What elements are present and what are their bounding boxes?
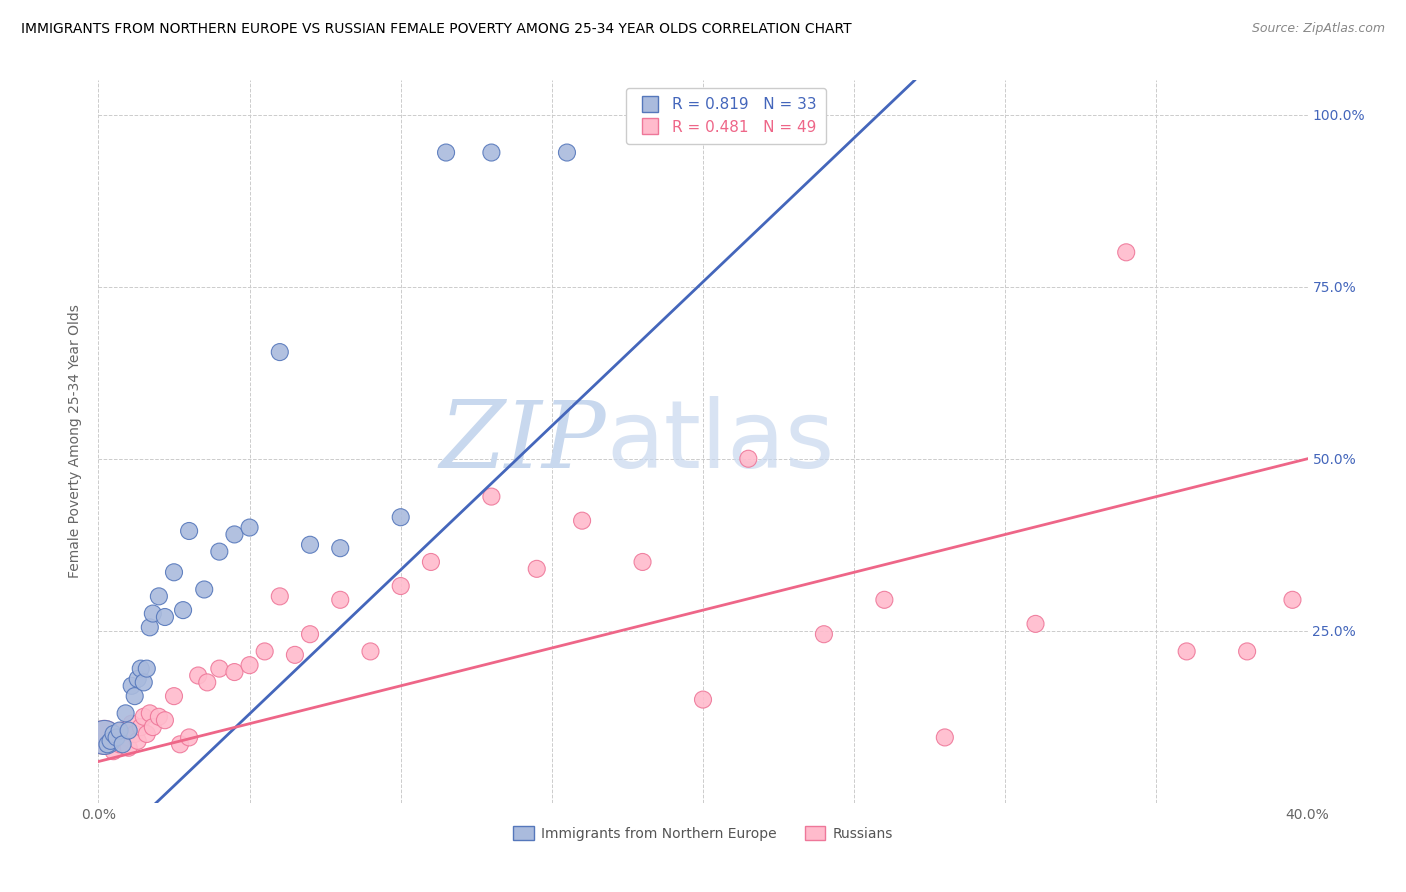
Point [108, 723, 131, 738]
Point [111, 723, 134, 738]
Point [269, 345, 291, 359]
Point [1281, 592, 1303, 607]
Point [153, 610, 176, 624]
Text: atlas: atlas [606, 395, 835, 488]
Point [105, 731, 128, 745]
Point [631, 555, 654, 569]
Point [195, 675, 218, 690]
Point [148, 590, 170, 604]
Point [132, 710, 155, 724]
Point [148, 710, 170, 724]
Point [269, 590, 291, 604]
Point [139, 706, 162, 721]
Point [142, 607, 165, 621]
Point [389, 579, 412, 593]
Point [1115, 245, 1137, 260]
Point [555, 145, 578, 160]
Point [124, 727, 146, 741]
Point [208, 662, 231, 676]
Point [224, 527, 246, 541]
Point [111, 737, 134, 751]
Point [208, 544, 231, 558]
Point [142, 720, 165, 734]
Point [1175, 644, 1198, 658]
Point [692, 692, 714, 706]
Point [299, 538, 322, 552]
Point [114, 731, 136, 745]
Point [526, 562, 548, 576]
Point [103, 744, 125, 758]
Point [172, 603, 194, 617]
Point [571, 514, 593, 528]
Point [360, 644, 382, 658]
Y-axis label: Female Poverty Among 25-34 Year Olds: Female Poverty Among 25-34 Year Olds [69, 304, 83, 579]
Point [224, 665, 246, 679]
Point [93, 731, 115, 745]
Point [100, 734, 122, 748]
Point [420, 555, 443, 569]
Point [239, 658, 262, 673]
Point [118, 740, 141, 755]
Point [389, 510, 412, 524]
Point [329, 541, 352, 556]
Point [179, 524, 201, 538]
Point [169, 737, 191, 751]
Point [813, 627, 835, 641]
Point [187, 668, 209, 682]
Text: IMMIGRANTS FROM NORTHERN EUROPE VS RUSSIAN FEMALE POVERTY AMONG 25-34 YEAR OLDS : IMMIGRANTS FROM NORTHERN EUROPE VS RUSSI… [21, 22, 852, 37]
Point [114, 706, 136, 721]
Point [103, 727, 125, 741]
Point [153, 713, 176, 727]
Point [127, 672, 149, 686]
Point [179, 731, 201, 745]
Point [105, 731, 128, 745]
Point [1024, 616, 1046, 631]
Point [873, 592, 896, 607]
Point [284, 648, 307, 662]
Point [239, 520, 262, 534]
Point [129, 662, 152, 676]
Point [132, 675, 155, 690]
Text: ZIP: ZIP [440, 397, 606, 486]
Point [1236, 644, 1258, 658]
Text: Source: ZipAtlas.com: Source: ZipAtlas.com [1251, 22, 1385, 36]
Point [124, 689, 146, 703]
Legend: Immigrants from Northern Europe, Russians: Immigrants from Northern Europe, Russian… [508, 821, 898, 847]
Point [118, 723, 141, 738]
Point [127, 734, 149, 748]
Point [100, 734, 122, 748]
Point [163, 566, 186, 580]
Point [163, 689, 186, 703]
Point [299, 627, 322, 641]
Point [121, 716, 143, 731]
Point [96, 737, 118, 751]
Point [93, 731, 115, 745]
Point [121, 679, 143, 693]
Point [108, 737, 131, 751]
Point [193, 582, 215, 597]
Point [481, 145, 503, 160]
Point [135, 727, 157, 741]
Point [253, 644, 276, 658]
Point [135, 662, 157, 676]
Point [96, 737, 118, 751]
Point [934, 731, 956, 745]
Point [434, 145, 457, 160]
Point [129, 720, 152, 734]
Point [139, 620, 162, 634]
Point [481, 490, 503, 504]
Point [329, 592, 352, 607]
Point [737, 451, 759, 466]
